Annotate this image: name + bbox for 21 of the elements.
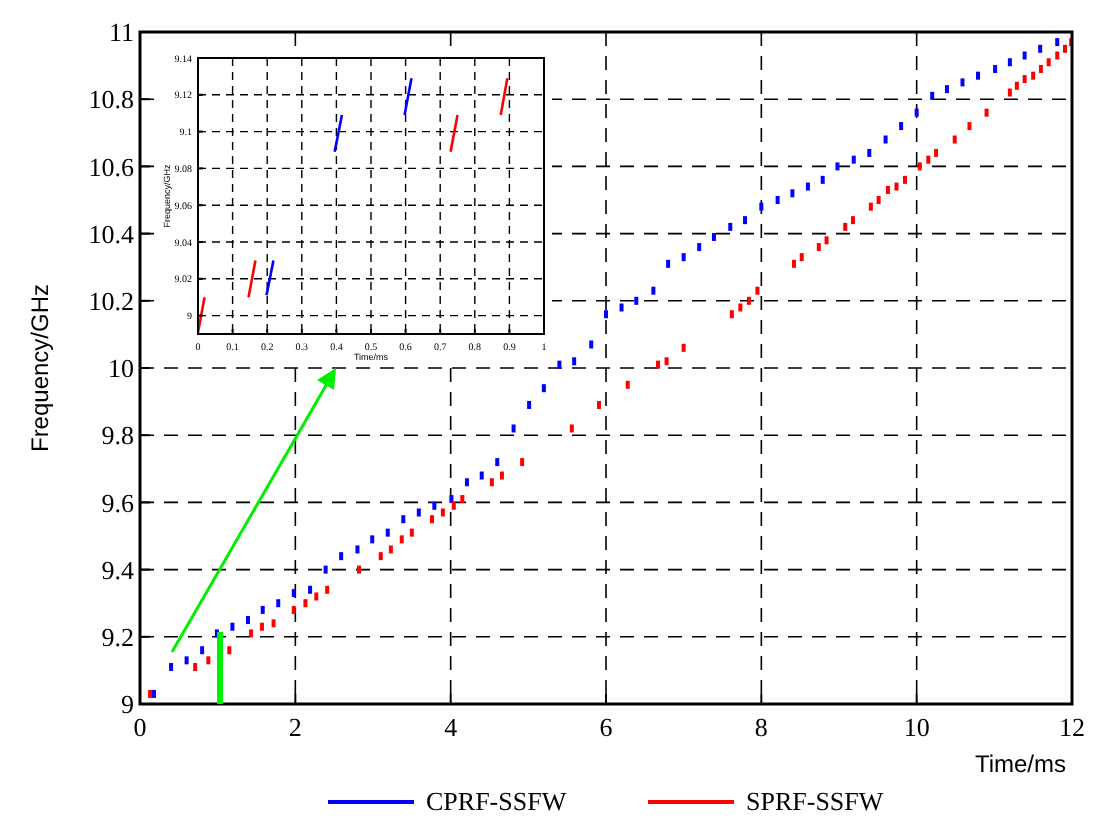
y-tick-label: 9.8 bbox=[101, 420, 134, 451]
y-tick-label: 9 bbox=[121, 689, 134, 720]
y-tick-label: 9.2 bbox=[101, 621, 134, 652]
x-tick-label: 0 bbox=[133, 712, 147, 742]
y-tick-label: 10.2 bbox=[88, 285, 134, 316]
y-tick-label: 10.6 bbox=[88, 151, 135, 182]
y-tick-label: 9.6 bbox=[101, 487, 135, 518]
y-tick-label: 11 bbox=[108, 17, 134, 48]
x-tick-label: 6 bbox=[599, 712, 614, 742]
x-tick-label: 10 bbox=[903, 712, 930, 742]
x-tick-label: 8 bbox=[754, 712, 768, 742]
y-axis-title: Frequency/GHz bbox=[26, 283, 54, 453]
y-tick-label: 10.4 bbox=[88, 218, 135, 249]
y-tick-label: 9.4 bbox=[101, 554, 135, 585]
x-tick-label: 4 bbox=[444, 712, 459, 742]
x-axis-title: Time/ms bbox=[974, 750, 1066, 778]
x-tick-label: 12 bbox=[1059, 712, 1085, 742]
x-tick-label: 2 bbox=[288, 712, 302, 742]
legend-label: SPRF-SSFW bbox=[746, 786, 885, 816]
y-tick-label: 10.8 bbox=[88, 84, 134, 115]
legend-label: CPRF-SSFW bbox=[426, 786, 568, 816]
